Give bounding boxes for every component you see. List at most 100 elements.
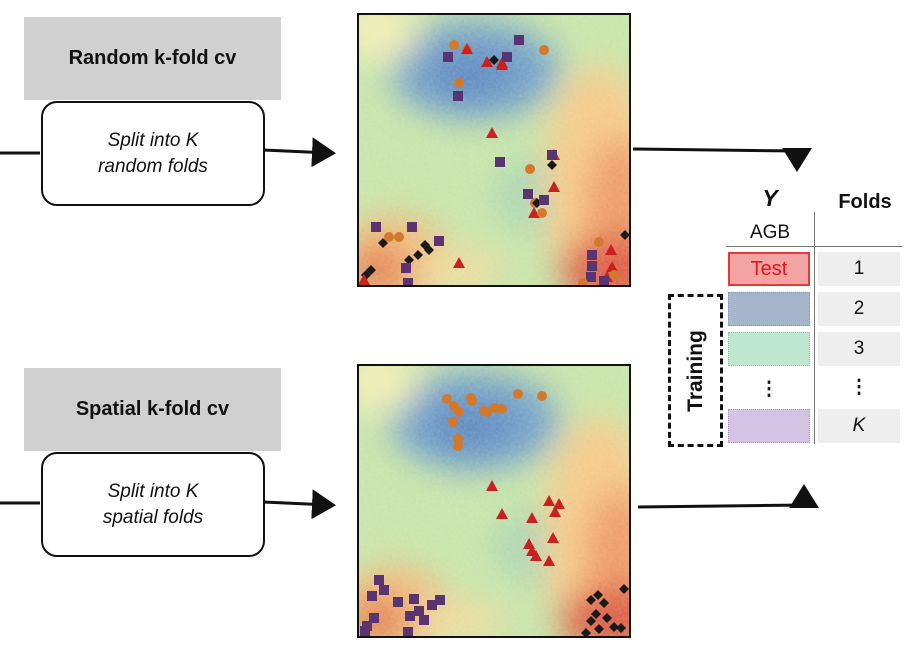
- random-map-point: [594, 237, 604, 247]
- spatial-map-point: [367, 591, 377, 601]
- training-bracket: Training: [668, 294, 723, 447]
- spatial-map-point: [449, 401, 459, 411]
- random-map-point: [514, 35, 524, 45]
- random-map-point: [620, 230, 629, 240]
- random-map-point: [443, 52, 453, 62]
- random-map-point: [495, 157, 505, 167]
- random-map-point: [587, 250, 597, 260]
- arrow-spatial-to-table: [637, 484, 819, 509]
- spatial-map-svg: [359, 366, 629, 636]
- spatial-map-point: [360, 626, 370, 636]
- spatial-map-point: [482, 407, 492, 417]
- spatial-folds-map: [357, 364, 631, 638]
- spatial-map-point: [497, 404, 507, 414]
- spatial-map-point: [591, 609, 601, 619]
- random-map-point: [453, 91, 463, 101]
- spatial-map-point: [549, 506, 561, 517]
- fold-number-3: 3: [818, 332, 900, 366]
- fold-number-1: 1: [818, 252, 900, 286]
- random-folds-line1: Split into K: [107, 129, 199, 151]
- arrow-random-to-map: [262, 137, 336, 168]
- spatial-cv-title: Spatial k-fold cv: [24, 368, 281, 451]
- random-map-point: [528, 207, 540, 218]
- spatial-map-point: [526, 512, 538, 523]
- spatial-map-point: [594, 624, 604, 634]
- random-map-point: [539, 45, 549, 55]
- random-map-point: [537, 208, 547, 218]
- random-map-point: [481, 56, 493, 67]
- spatial-map-point: [453, 441, 463, 451]
- spatial-map-point: [581, 628, 591, 636]
- training-label: Training: [683, 329, 707, 412]
- random-map-point: [547, 150, 557, 160]
- spatial-map-point: [453, 434, 463, 444]
- spatial-map-point: [599, 598, 609, 608]
- random-map-point: [587, 261, 597, 271]
- random-map-point: [586, 272, 596, 282]
- random-map-point: [599, 276, 609, 285]
- spatial-map-point: [530, 550, 542, 561]
- random-map-point: [486, 127, 498, 138]
- spatial-map-point: [602, 613, 612, 623]
- y-subheader: AGB: [749, 222, 791, 243]
- spatial-map-point: [543, 555, 555, 566]
- random-map-point: [605, 244, 617, 255]
- spatial-map-point: [586, 616, 596, 626]
- spatial-map-point: [393, 597, 403, 607]
- spatial-map-point: [409, 594, 419, 604]
- random-map-point: [384, 232, 394, 242]
- random-cv-title: Random k-fold cv: [24, 17, 281, 100]
- spatial-map-point: [419, 615, 429, 625]
- random-map-point: [548, 181, 560, 192]
- random-folds-box: Split into K random folds: [41, 101, 265, 206]
- test-label: Test: [750, 257, 788, 280]
- random-map-point: [378, 238, 388, 248]
- spatial-map-point: [369, 613, 379, 623]
- spatial-map-point: [609, 622, 619, 632]
- spatial-map-point: [466, 393, 476, 403]
- random-map-point: [539, 195, 549, 205]
- random-map-point: [394, 232, 404, 242]
- random-map-point: [502, 52, 512, 62]
- spatial-map-point: [486, 480, 498, 491]
- random-map-svg: [359, 15, 629, 285]
- random-map-point: [407, 222, 417, 232]
- spatial-folds-line1: Split into K: [107, 480, 199, 502]
- random-map-point: [359, 274, 370, 285]
- fold-number-k: K: [818, 409, 900, 443]
- random-map-point: [547, 160, 557, 170]
- arrow-spatial-to-map: [262, 489, 336, 520]
- arrow-random-to-table: [632, 147, 812, 172]
- spatial-map-point: [547, 532, 559, 543]
- random-map-point: [449, 40, 459, 50]
- fold-number-ellipsis: ⋮: [849, 376, 869, 398]
- random-map-point: [523, 189, 533, 199]
- spatial-map-point: [414, 606, 424, 616]
- random-map-point: [404, 255, 414, 265]
- spatial-folds-box: Split into K spatial folds: [41, 452, 265, 557]
- spatial-folds-line2: spatial folds: [102, 506, 204, 528]
- random-map-point: [525, 164, 535, 174]
- spatial-map-point: [435, 595, 445, 605]
- random-map-point: [578, 278, 588, 285]
- spatial-map-point: [513, 389, 523, 399]
- fold-k-cell: [728, 409, 810, 443]
- table-column-rule: [814, 212, 815, 444]
- spatial-map-point: [537, 391, 547, 401]
- random-map-markers: [359, 35, 629, 285]
- random-map-point: [609, 270, 619, 280]
- random-map-point: [489, 55, 499, 65]
- spatial-map-point: [448, 417, 458, 427]
- fold-3-cell: [728, 332, 810, 366]
- spatial-map-point: [593, 590, 603, 600]
- random-map-point: [454, 78, 464, 88]
- spatial-map-point: [427, 600, 437, 610]
- spatial-map-point: [619, 584, 629, 594]
- spatial-map-point: [496, 508, 508, 519]
- random-map-point: [424, 245, 434, 255]
- spatial-map-point: [586, 595, 596, 605]
- random-map-point: [413, 250, 423, 260]
- fold-2-cell: [728, 292, 810, 326]
- test-cell: Test: [728, 252, 810, 286]
- random-map-point: [434, 236, 444, 246]
